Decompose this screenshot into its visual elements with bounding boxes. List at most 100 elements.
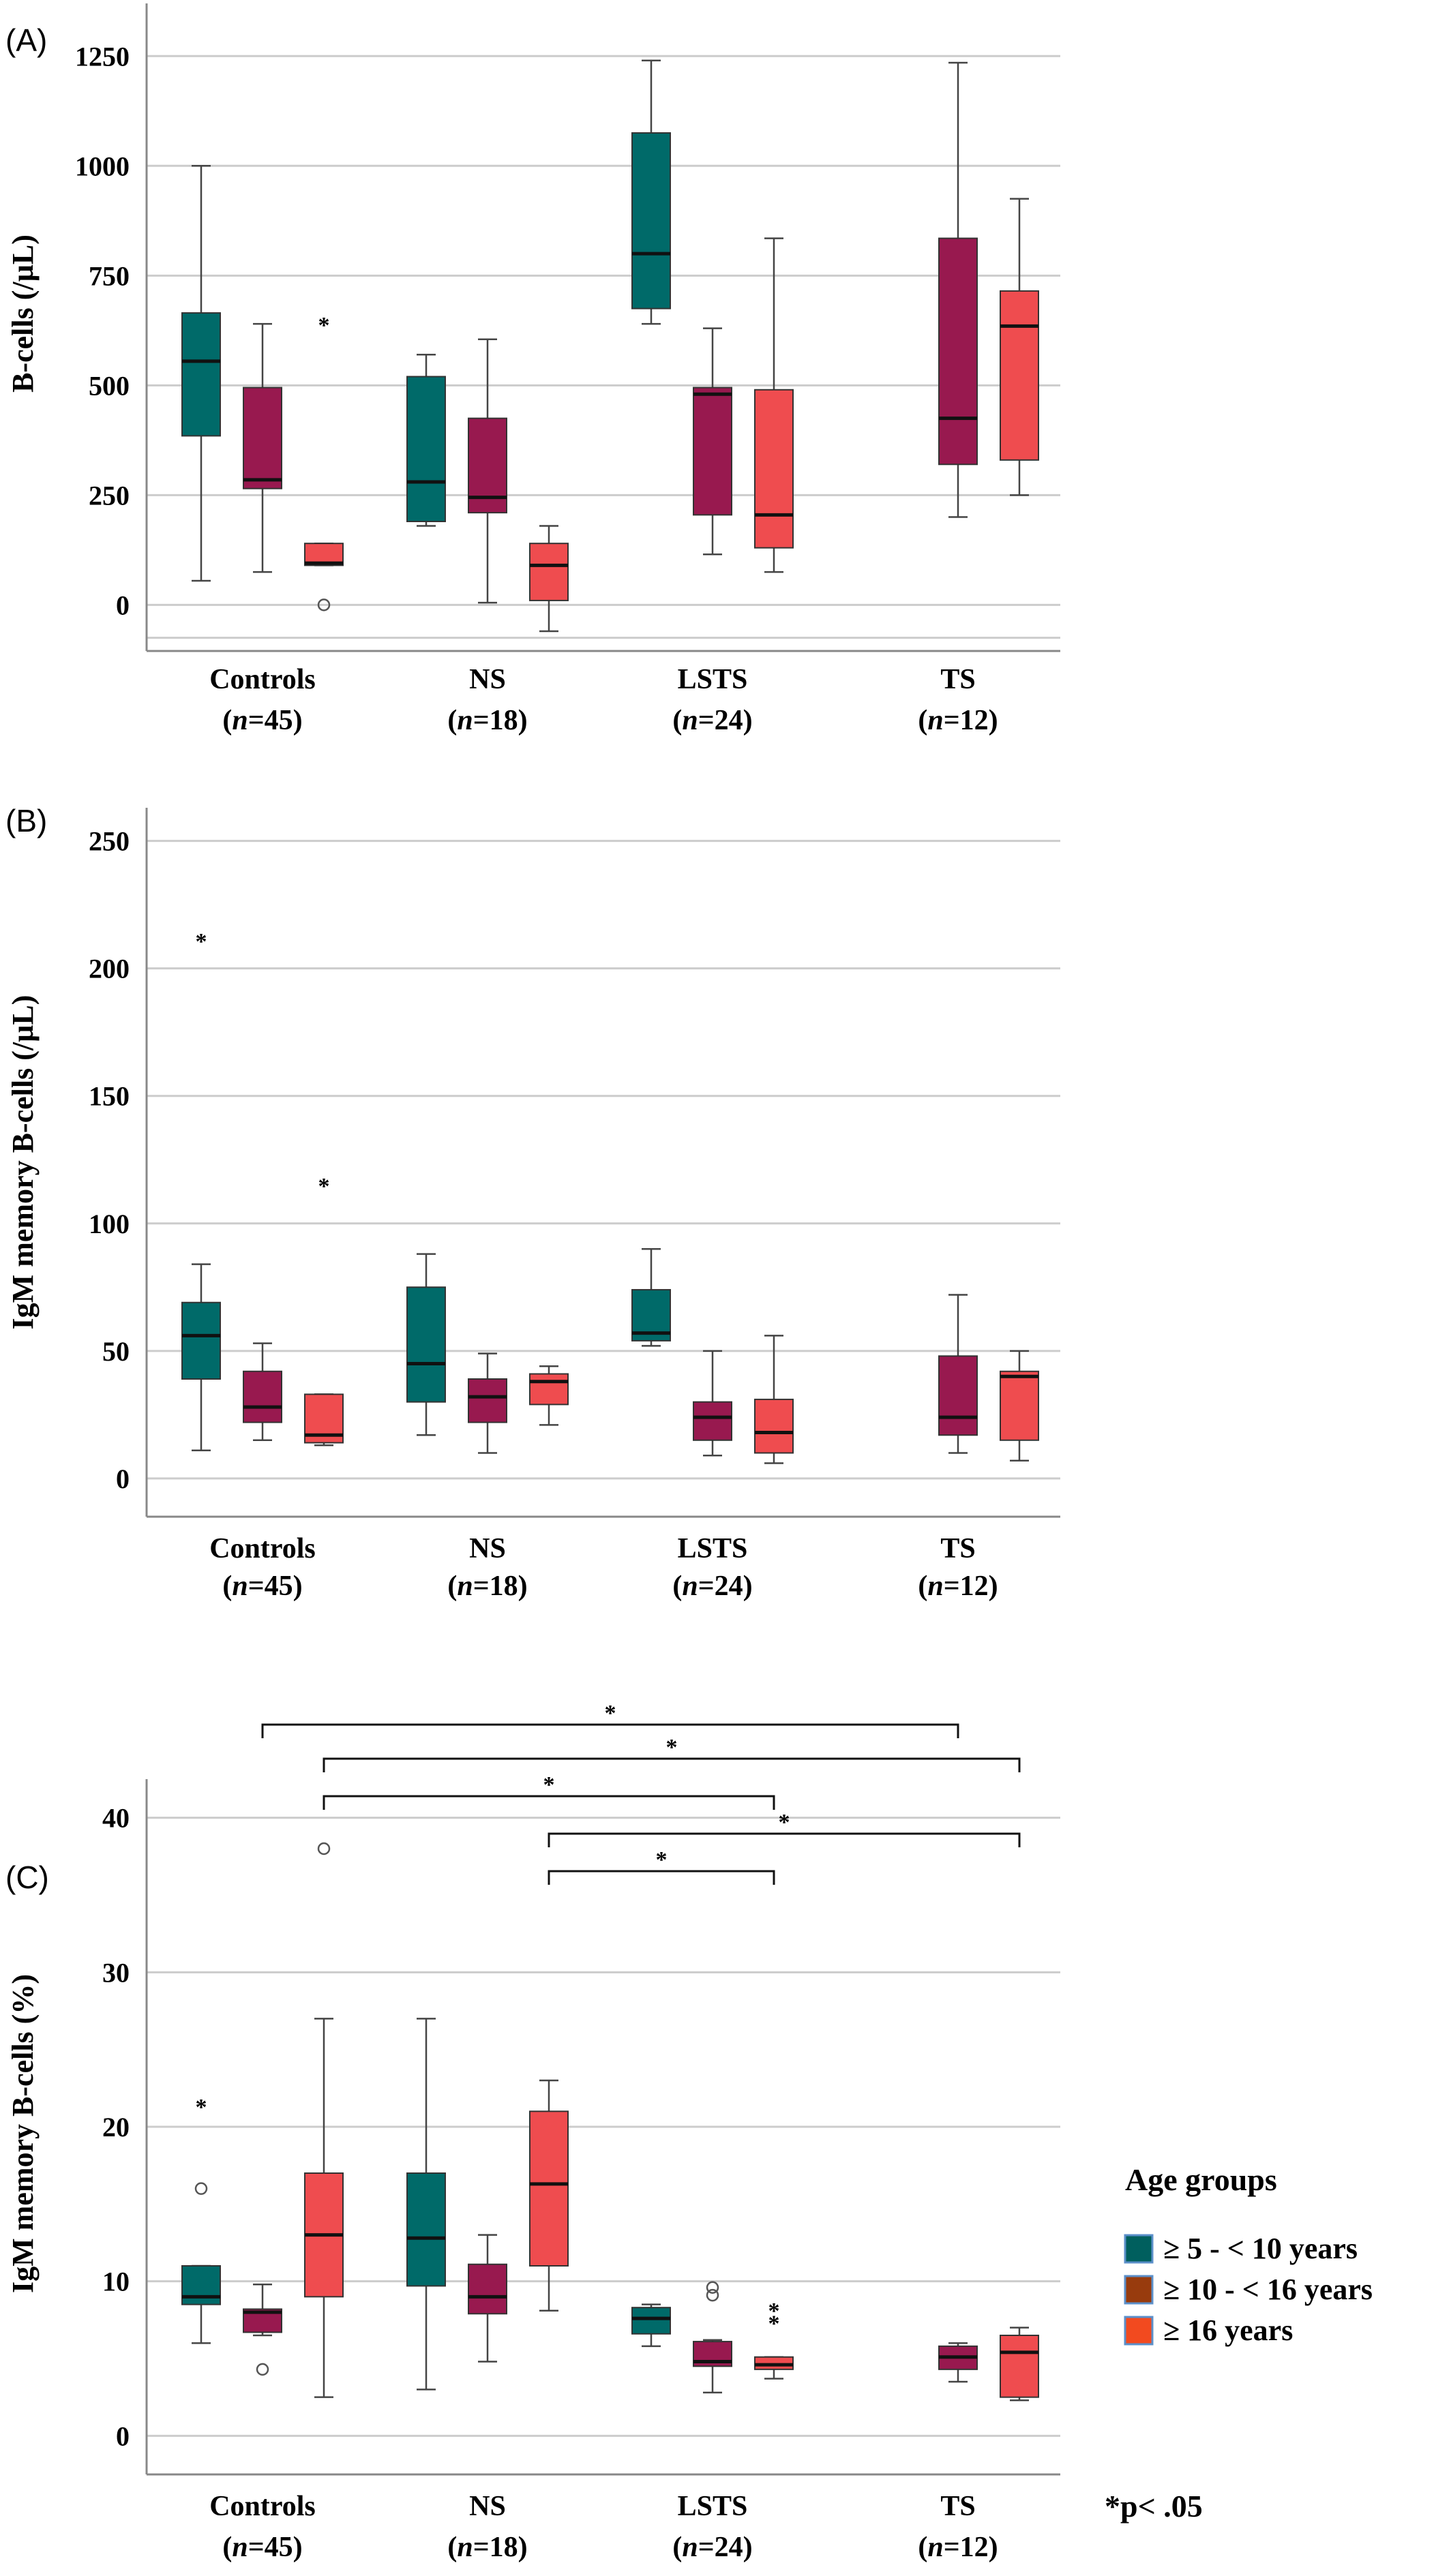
y-tick-label: 150 [89,1081,130,1112]
box-ns-series-0 [406,1253,446,1436]
box-iqr [406,2172,446,2287]
significance-bracket: * [261,1701,959,1738]
significance-bracket: * [548,1810,1021,1847]
y-tick-label: 100 [89,1209,130,1239]
outlier-circle [256,2363,269,2376]
box-ns-series-0 [406,2018,446,2391]
outlier-star: * [768,2311,780,2336]
box-iqr [938,1355,978,1436]
box-ts-series-2 [1000,1350,1039,1461]
box-ns-series-1 [468,1352,507,1454]
category-label: LSTS [678,2491,748,2522]
box-ts-series-1 [938,2342,978,2383]
legend-swatch [1124,2316,1154,2346]
box-iqr [1000,2335,1039,2398]
significance-star: * [666,1735,678,1760]
box-controls-series-1 [243,1342,282,1442]
bracket-line [261,1723,959,1738]
legend-item-label: ≥ 10 - < 16 years [1163,2273,1373,2306]
legend-title: Age groups [1125,2162,1277,2197]
significance-bracket: * [323,1735,1021,1772]
outlier-circle [706,2288,719,2302]
box-controls-series-0 [181,165,221,582]
box-ns-series-2 [529,1365,569,1426]
box-iqr [754,389,794,549]
y-axis-label: B-cells (/µL) [6,234,40,393]
outlier-star: * [196,929,207,954]
box-iqr [631,132,671,309]
legend-item-label: ≥ 5 - < 10 years [1163,2232,1358,2265]
y-tick-label: 0 [116,2421,130,2451]
y-tick-label: 30 [102,1957,130,1988]
panel-letter: (A) [5,22,47,58]
box-lsts-series-0 [631,1247,671,1347]
significance-note: *p< .05 [1105,2489,1203,2524]
bracket-line [323,1757,1021,1772]
outlier-star: * [318,1174,330,1199]
category-n-label: (n=24) [672,2532,752,2563]
bracket-line [548,1832,1021,1847]
y-tick-label: 50 [102,1336,130,1367]
y-tick-label: 0 [116,590,130,620]
box-iqr [529,1373,569,1406]
box-controls-series-0 [181,2264,221,2344]
category-n-label: (n=18) [447,705,527,736]
box-iqr [1000,1370,1039,1441]
legend: Age groups ≥ 5 - < 10 years ≥ 10 - < 16 ye… [1124,2162,1373,2347]
box-ts-series-2 [1000,198,1039,496]
box-iqr [181,1301,221,1380]
significance-bracket: * [323,1772,775,1810]
outlier-circle [194,2182,208,2195]
bracket-line [323,1795,775,1810]
box-iqr [529,543,569,601]
category-label: LSTS [678,664,748,695]
box-ns-series-0 [406,354,446,527]
category-n-label: (n=45) [222,2532,302,2563]
category-label: NS [469,664,506,695]
box-iqr [468,1378,507,1423]
box-ts-series-1 [938,1294,978,1454]
outlier-star: * [318,313,330,338]
category-label: Controls [209,664,316,695]
box-lsts-series-1 [693,2339,732,2394]
significance-bracket: * [548,1847,775,1885]
y-tick-label: 250 [89,480,130,511]
box-controls-series-2 [304,542,344,566]
box-iqr [754,1398,794,1454]
box-lsts-series-0 [631,59,671,325]
box-ts-series-2 [1000,2327,1039,2401]
significance-star: * [779,1810,790,1835]
box-ns-series-1 [468,2234,507,2363]
box-iqr [181,2265,221,2305]
category-label: Controls [209,1533,316,1564]
significance-star: * [656,1847,668,1873]
legend-swatch [1124,2234,1154,2264]
box-controls-series-1 [243,2283,282,2337]
box-ns-series-2 [529,525,569,633]
box-iqr [243,387,282,489]
y-axis-label: IgM memory B-cells (/µL) [6,995,40,1330]
box-iqr [181,312,221,437]
box-iqr [406,376,446,523]
category-label: NS [469,1533,506,1564]
category-n-label: (n=24) [672,705,752,736]
box-lsts-series-2 [754,237,794,573]
box-ns-series-1 [468,338,507,604]
legend-item-label: ≥ 16 years [1163,2314,1293,2347]
y-tick-label: 20 [102,2112,130,2142]
outlier-star: * [768,2299,780,2324]
bracket-line [548,1870,775,1885]
category-n-label: (n=24) [672,1571,752,1602]
y-tick-label: 1000 [75,151,130,181]
category-n-label: (n=45) [222,1571,302,1602]
category-n-label: (n=45) [222,705,302,736]
box-lsts-series-2 [754,1335,794,1464]
panel-b: (B) 0 50 100 150 200 250 IgM memory B-cells (/µ… [5,803,1060,1602]
category-n-label: (n=12) [918,2532,998,2563]
significance-star: * [543,1772,555,1798]
box-iqr [529,2110,569,2267]
box-lsts-series-0 [631,2303,671,2348]
y-tick-label: 500 [89,370,130,401]
box-iqr [468,2263,507,2315]
